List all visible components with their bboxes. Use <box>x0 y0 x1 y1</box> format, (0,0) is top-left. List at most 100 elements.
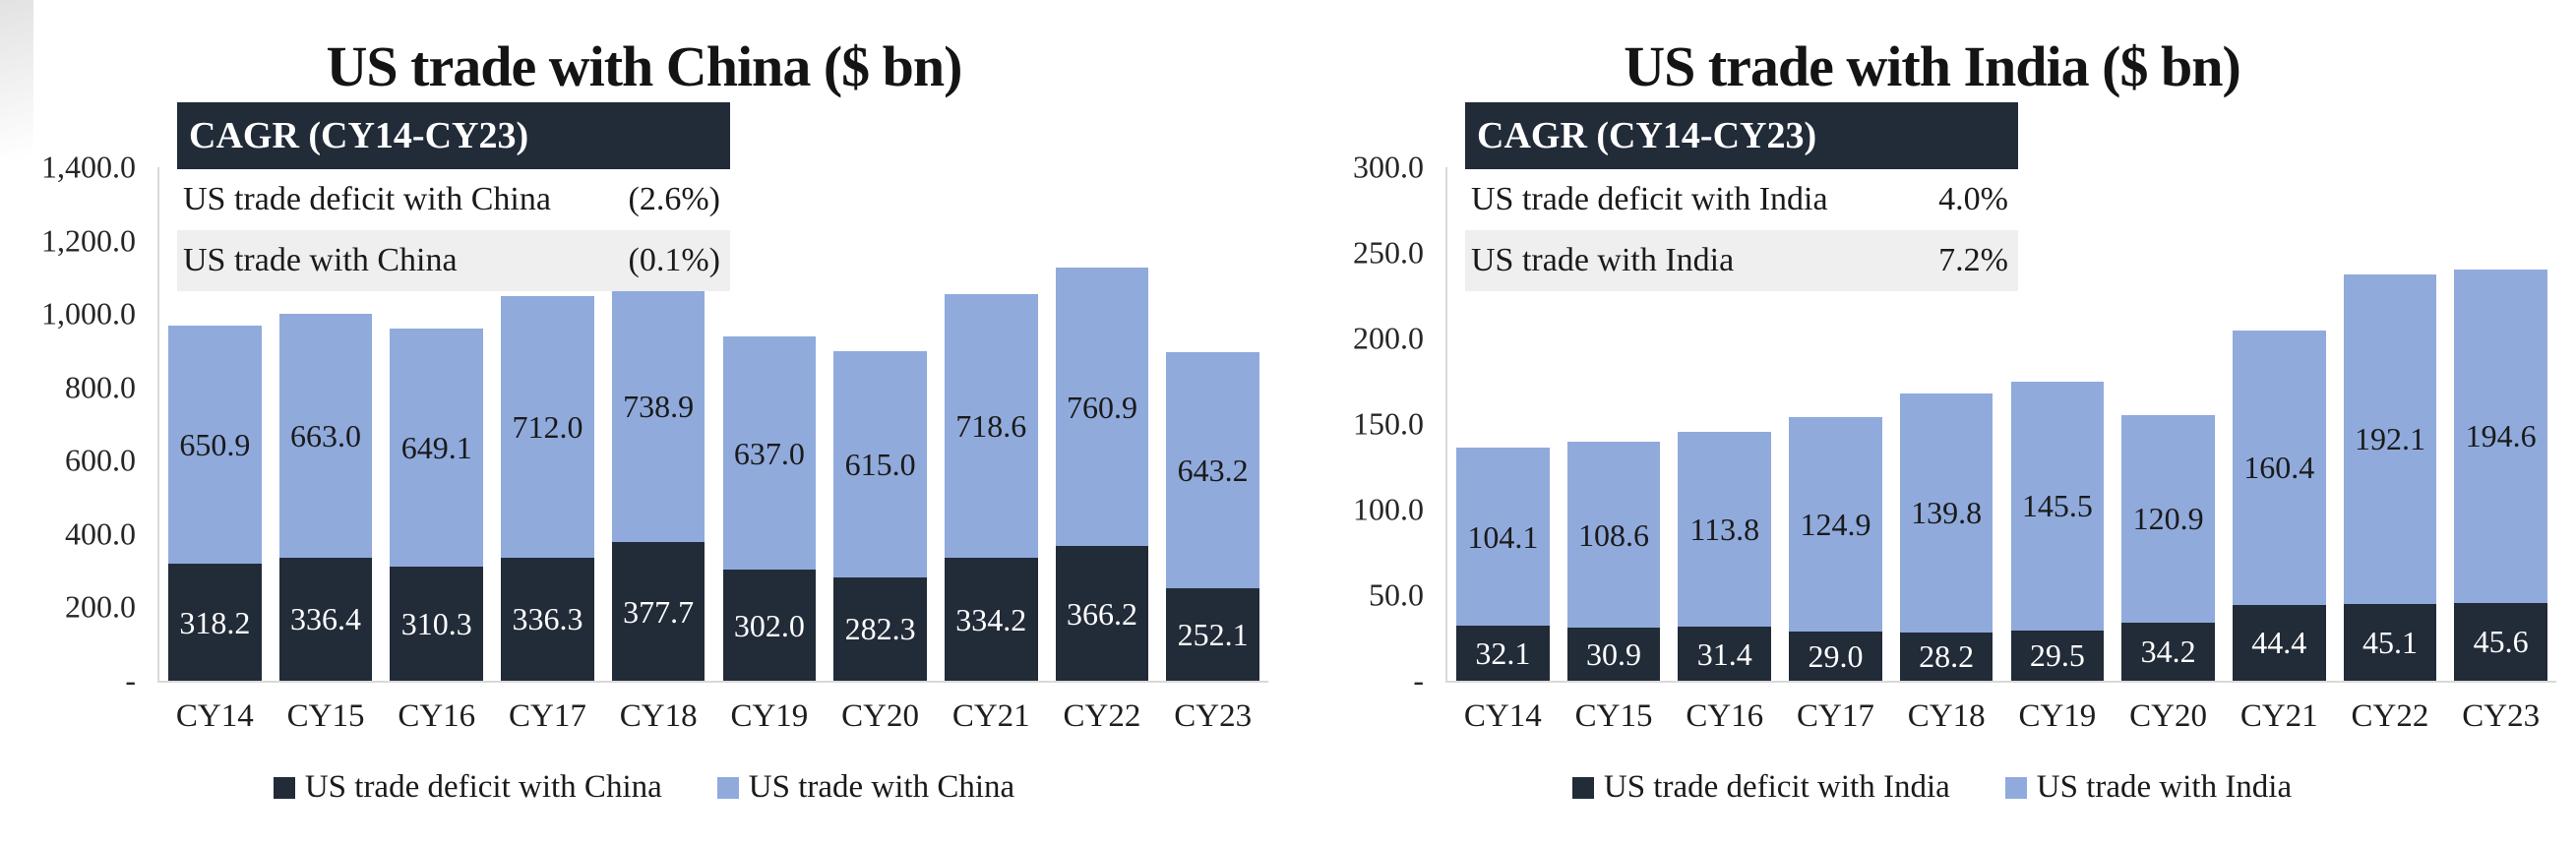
x-axis-label: CY14 <box>1463 698 1542 734</box>
cagr-box: CAGR (CY14-CY23) US trade deficit with C… <box>177 102 730 291</box>
y-tick-label: - <box>125 662 136 698</box>
y-tick-label: 150.0 <box>1353 405 1424 442</box>
x-axis-label: CY14 <box>175 698 254 734</box>
bar-column: 718.6 334.2 <box>936 167 1047 681</box>
bar-value-label: 113.8 <box>1689 512 1760 548</box>
bar-value-label: 712.0 <box>512 408 583 445</box>
bar-segment-trade: 643.2 <box>1166 352 1259 589</box>
x-axis-label: CY20 <box>841 698 919 734</box>
bar-segment-trade: 663.0 <box>278 314 373 558</box>
cagr-row-value: 7.2% <box>1938 242 2008 278</box>
bar-column: 160.4 44.4 <box>2224 167 2335 681</box>
bar-segment-trade: 139.8 <box>1899 393 1993 633</box>
y-tick-label: 250.0 <box>1353 234 1424 271</box>
bar-segment-trade: 637.0 <box>722 335 817 571</box>
bar-value-label: 28.2 <box>1919 638 1975 675</box>
bar-segment-trade: 649.1 <box>390 329 484 568</box>
bar-value-label: 108.6 <box>1578 516 1650 553</box>
bar-value-label: 718.6 <box>955 408 1027 445</box>
bar-segment-deficit: 34.2 <box>2121 622 2215 681</box>
bar-value-label: 104.1 <box>1467 518 1539 555</box>
x-axis-label: CY23 <box>1174 698 1253 734</box>
x-axis-label: CY16 <box>398 698 476 734</box>
bar-value-label: 32.1 <box>1475 635 1531 672</box>
legend-swatch-trade-icon <box>2004 776 2027 799</box>
legend: US trade deficit with China US trade wit… <box>0 769 1288 806</box>
x-axis-label: CY21 <box>951 698 1030 734</box>
bar-column: 760.9 366.2 <box>1047 167 1158 681</box>
bar-segment-deficit: 282.3 <box>833 576 927 681</box>
bar-segment-trade: 108.6 <box>1566 442 1661 629</box>
x-axis-label: CY22 <box>2351 698 2429 734</box>
bar-value-label: 139.8 <box>1911 495 1983 531</box>
chart-title: US trade with China ($ bn) <box>326 34 963 98</box>
cagr-row: US trade deficit with China (2.6%) <box>177 169 730 230</box>
bar-segment-deficit: 44.4 <box>2232 604 2326 681</box>
bar-value-label: 192.1 <box>2354 421 2425 457</box>
chart-us-trade-china: US trade with China ($ bn) CAGR (CY14-CY… <box>0 34 1288 806</box>
bar-column: 145.5 29.5 <box>2002 167 2114 681</box>
bar-value-label: 252.1 <box>1177 617 1249 652</box>
bar-value-label: 30.9 <box>1586 636 1642 673</box>
legend-item-deficit: US trade deficit with China <box>273 769 662 806</box>
x-axis-label: CY16 <box>1686 698 1764 734</box>
y-tick-label: 400.0 <box>65 515 136 552</box>
legend-label: US trade deficit with India <box>1603 769 1950 805</box>
bar-segment-deficit: 318.2 <box>168 564 262 681</box>
cagr-box-header: CAGR (CY14-CY23) <box>1465 102 2018 169</box>
y-tick-label: - <box>1413 662 1424 698</box>
bar-value-label: 334.2 <box>955 601 1027 637</box>
bar-value-label: 282.3 <box>844 611 916 647</box>
plot-area: 300.0 250.0 200.0 150.0 100.0 50.0 - 104.1 32.1… <box>1292 150 2556 698</box>
bar-column: 663.0 336.4 <box>271 167 382 681</box>
y-tick-label: 100.0 <box>1353 491 1424 527</box>
bar-segment-trade: 160.4 <box>2232 330 2326 605</box>
bar-segment-deficit: 336.3 <box>501 557 594 681</box>
y-tick-label: 800.0 <box>65 369 136 405</box>
bar-value-label: 45.6 <box>2473 624 2529 660</box>
bar-value-label: 31.4 <box>1696 635 1752 672</box>
legend-item-deficit: US trade deficit with India <box>1571 769 1950 806</box>
bar-segment-trade: 615.0 <box>833 351 927 577</box>
bar-segment-trade: 760.9 <box>1055 267 1149 547</box>
x-axis-label: CY18 <box>1907 698 1986 734</box>
legend-swatch-deficit-icon <box>273 776 295 799</box>
x-axis-label: CY18 <box>619 698 698 734</box>
bar-segment-deficit: 310.3 <box>390 567 484 681</box>
cagr-row: US trade deficit with India 4.0% <box>1465 169 2018 230</box>
y-tick-label: 300.0 <box>1353 149 1424 185</box>
bar-segment-deficit: 28.2 <box>1899 632 1993 681</box>
y-axis: 1,400.0 1,200.0 1,000.0 800.0 600.0 400.0 200.… <box>4 150 157 698</box>
cagr-row: US trade with China (0.1%) <box>177 230 730 291</box>
y-tick-label: 1,200.0 <box>41 222 136 259</box>
bar-segment-trade: 124.9 <box>1789 417 1882 632</box>
bar-segment-trade: 712.0 <box>501 296 594 558</box>
bar-value-label: 194.6 <box>2465 418 2537 454</box>
bar-column: 139.8 28.2 <box>1891 167 2002 681</box>
bar-segment-trade: 718.6 <box>944 294 1038 559</box>
x-axis: CY14 CY15 CY16 CY17 CY18 CY19 CY20 CY21 CY22 CY23 <box>159 698 1268 735</box>
legend-label: US trade deficit with China <box>304 769 662 805</box>
cagr-row-label: US trade deficit with China <box>183 181 551 217</box>
bar-segment-deficit: 45.1 <box>2343 603 2437 681</box>
cagr-row-label: US trade deficit with India <box>1471 181 1828 217</box>
bar-segment-deficit: 29.5 <box>2010 630 2105 681</box>
bar-segment-deficit: 30.9 <box>1566 628 1661 681</box>
x-axis-label: CY20 <box>2129 698 2207 734</box>
y-tick-label: 50.0 <box>1369 576 1424 613</box>
bar-value-label: 45.1 <box>2361 624 2418 660</box>
cagr-row-value: (0.1%) <box>628 242 720 278</box>
bar-column: 108.6 30.9 <box>1559 167 1670 681</box>
y-axis: 300.0 250.0 200.0 150.0 100.0 50.0 - <box>1292 150 1445 698</box>
bar-value-label: 34.2 <box>2140 634 2196 670</box>
y-tick-label: 1,400.0 <box>41 149 136 185</box>
bar-segment-deficit: 32.1 <box>1456 626 1550 681</box>
bar-value-label: 310.3 <box>400 606 472 642</box>
bar-segment-trade: 145.5 <box>2010 381 2105 631</box>
bar-value-label: 318.2 <box>179 604 251 640</box>
bar-value-label: 377.7 <box>623 593 695 630</box>
bar-value-label: 615.0 <box>844 447 916 483</box>
x-axis-label: CY17 <box>509 698 586 734</box>
x-axis-label: CY15 <box>286 698 365 734</box>
bar-value-label: 366.2 <box>1066 595 1137 632</box>
